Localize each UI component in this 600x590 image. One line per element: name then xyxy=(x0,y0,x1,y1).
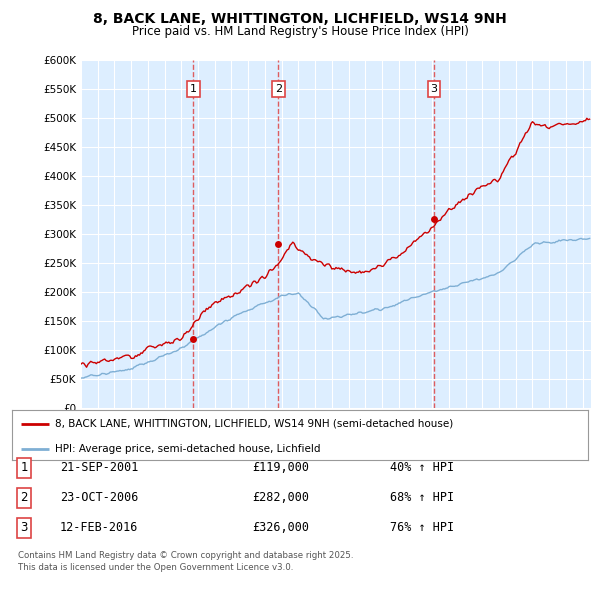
Text: 23-OCT-2006: 23-OCT-2006 xyxy=(60,491,139,504)
Text: 2: 2 xyxy=(275,84,282,94)
Text: HPI: Average price, semi-detached house, Lichfield: HPI: Average price, semi-detached house,… xyxy=(55,444,320,454)
Text: 40% ↑ HPI: 40% ↑ HPI xyxy=(390,461,454,474)
Text: £326,000: £326,000 xyxy=(252,522,309,535)
Text: 3: 3 xyxy=(20,522,28,535)
Text: 3: 3 xyxy=(431,84,437,94)
Text: 1: 1 xyxy=(20,461,28,474)
Text: 76% ↑ HPI: 76% ↑ HPI xyxy=(390,522,454,535)
Text: £282,000: £282,000 xyxy=(252,491,309,504)
Text: 2: 2 xyxy=(20,491,28,504)
Text: £119,000: £119,000 xyxy=(252,461,309,474)
Text: 68% ↑ HPI: 68% ↑ HPI xyxy=(390,491,454,504)
Text: 12-FEB-2016: 12-FEB-2016 xyxy=(60,522,139,535)
Text: 21-SEP-2001: 21-SEP-2001 xyxy=(60,461,139,474)
Text: 8, BACK LANE, WHITTINGTON, LICHFIELD, WS14 9NH (semi-detached house): 8, BACK LANE, WHITTINGTON, LICHFIELD, WS… xyxy=(55,419,454,429)
Text: Contains HM Land Registry data © Crown copyright and database right 2025.
This d: Contains HM Land Registry data © Crown c… xyxy=(18,551,353,572)
Text: 8, BACK LANE, WHITTINGTON, LICHFIELD, WS14 9NH: 8, BACK LANE, WHITTINGTON, LICHFIELD, WS… xyxy=(93,12,507,26)
Text: Price paid vs. HM Land Registry's House Price Index (HPI): Price paid vs. HM Land Registry's House … xyxy=(131,25,469,38)
Text: 1: 1 xyxy=(190,84,197,94)
